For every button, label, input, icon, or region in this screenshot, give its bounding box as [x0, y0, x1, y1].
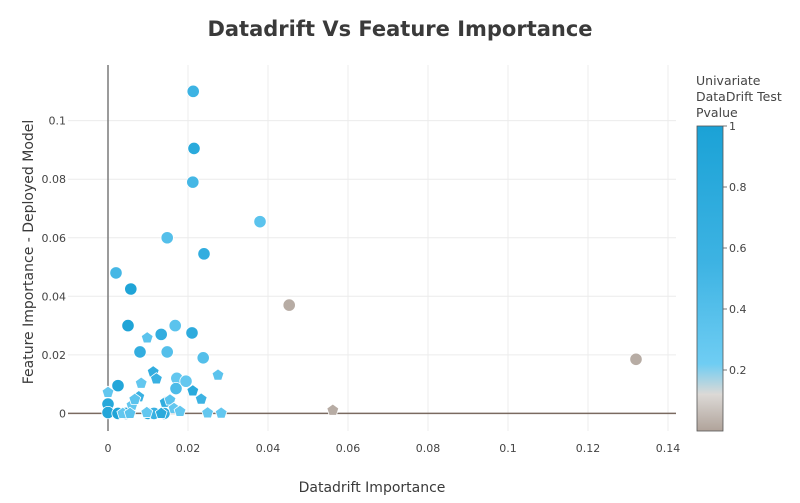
- data-point-pentagon: [123, 406, 137, 419]
- data-points: [101, 84, 643, 421]
- data-point-pentagon: [150, 372, 163, 385]
- data-point-pentagon: [186, 384, 200, 397]
- y-tick-label: 0.02: [42, 349, 67, 362]
- chart-title: Datadrift Vs Feature Importance: [207, 17, 592, 41]
- data-point-circle: [169, 381, 183, 396]
- data-point-circle: [253, 215, 267, 229]
- data-point-circle: [282, 298, 296, 312]
- y-tick-label: 0: [59, 407, 66, 420]
- y-tick-label: 0.06: [42, 232, 67, 245]
- data-point-circle: [196, 351, 210, 365]
- y-axis-ticks: 0 0.02 0.04 0.06 0.08 0.1: [42, 115, 67, 421]
- colorbar-tick-label: 0.2: [729, 364, 747, 377]
- grid-lines: [68, 65, 676, 431]
- data-point-pentagon: [201, 406, 214, 419]
- data-point-circle: [168, 318, 182, 333]
- data-point-pentagon: [140, 331, 154, 344]
- data-point-circle: [133, 345, 147, 359]
- y-tick-label: 0.04: [42, 290, 67, 303]
- data-point-pentagon: [134, 376, 148, 389]
- x-axis-label: Datadrift Importance: [299, 480, 446, 496]
- y-tick-label: 0.1: [49, 115, 67, 128]
- data-point-pentagon: [211, 368, 225, 381]
- data-point-pentagon: [128, 392, 142, 405]
- x-axis-ticks: 0 0.02 0.04 0.06 0.08 0.1 0.12 0.14: [105, 442, 681, 455]
- x-tick-label: 0.14: [656, 442, 681, 455]
- data-point-pentagon: [326, 403, 340, 416]
- data-point-circle: [179, 374, 193, 388]
- x-tick-label: 0.1: [499, 442, 517, 455]
- data-point-circle: [160, 231, 174, 245]
- data-point-circle: [160, 345, 174, 359]
- data-point-pentagon: [140, 405, 154, 418]
- data-point-circle: [185, 326, 199, 340]
- data-point-circle: [121, 318, 135, 333]
- colorbar-tick-label: 0.8: [729, 181, 747, 194]
- x-tick-label: 0.02: [176, 442, 201, 455]
- colorbar-tick-label: 1: [729, 120, 736, 133]
- data-point-circle: [197, 247, 211, 261]
- colorbar-tick-label: 0.4: [729, 303, 747, 316]
- x-tick-label: 0: [105, 442, 112, 455]
- x-tick-label: 0.12: [576, 442, 601, 455]
- data-point-pentagon: [154, 406, 168, 419]
- colorbar-title-line-3: Pvalue: [696, 105, 738, 120]
- data-point-pentagon: [173, 404, 187, 417]
- x-tick-label: 0.04: [256, 442, 281, 455]
- data-point-circle: [111, 379, 125, 393]
- data-point-circle: [629, 352, 643, 366]
- data-point-pentagon: [214, 406, 228, 419]
- colorbar-bar: [696, 125, 724, 432]
- data-point-circle: [109, 266, 123, 280]
- y-tick-label: 0.08: [42, 173, 67, 186]
- x-tick-label: 0.06: [336, 442, 361, 455]
- colorbar: Univariate DataDrift Test Pvalue 0.20.40…: [696, 73, 782, 432]
- colorbar-title-line-1: Univariate: [696, 73, 761, 88]
- data-point-circle: [186, 84, 200, 98]
- data-point-circle: [154, 327, 168, 341]
- colorbar-title-line-2: DataDrift Test: [696, 89, 782, 104]
- data-point-circle: [187, 141, 201, 156]
- x-tick-label: 0.08: [416, 442, 441, 455]
- colorbar-tick-label: 0.6: [729, 242, 747, 255]
- data-point-circle: [124, 282, 138, 296]
- data-point-pentagon: [101, 385, 115, 398]
- colorbar-ticks: 0.2 0.4 0.6 0.8 1: [723, 120, 747, 377]
- y-axis-label: Feature Importance - Deployed Model: [21, 120, 37, 385]
- data-point-circle: [186, 175, 200, 189]
- data-point-pentagon: [194, 392, 208, 405]
